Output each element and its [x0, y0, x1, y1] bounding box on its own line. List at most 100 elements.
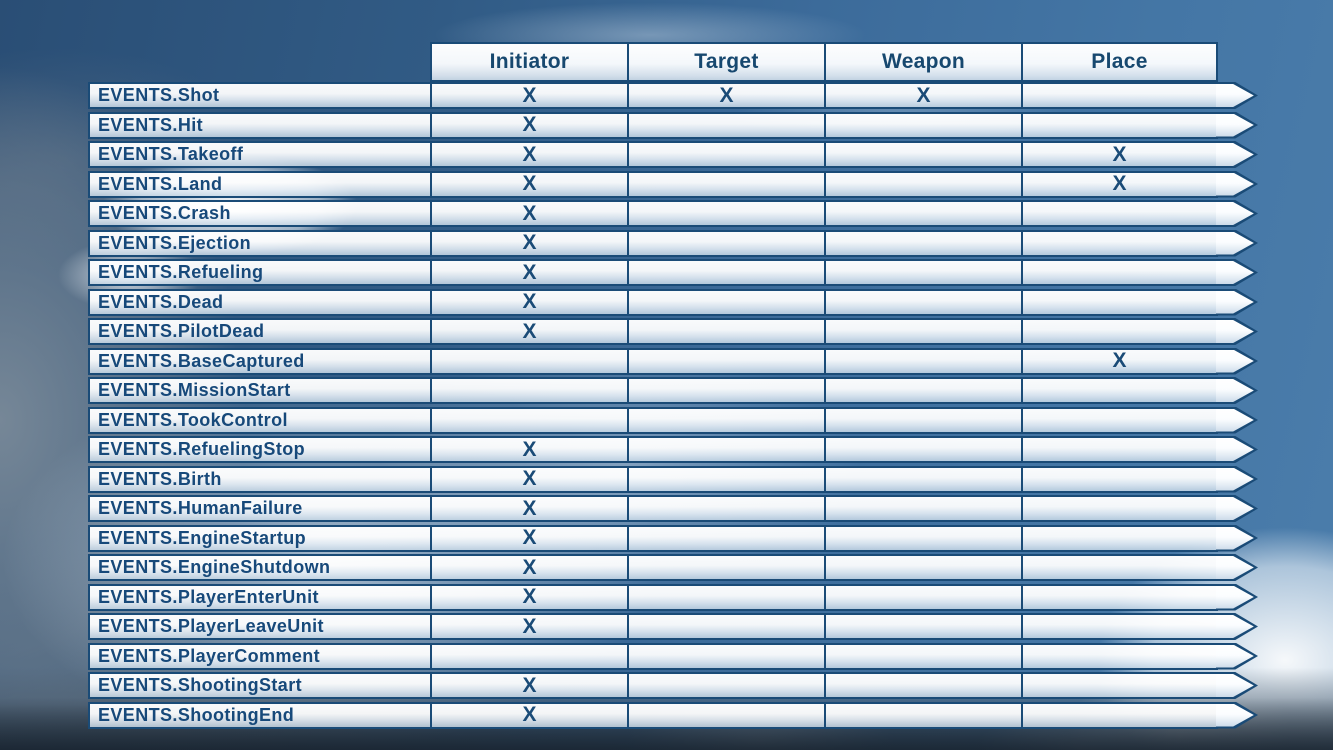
initiator-mark-cell: X: [430, 84, 627, 107]
event-name-cell: EVENTS.RefuelingStop: [98, 439, 306, 459]
weapon-mark-cell: [824, 703, 1021, 727]
row-arrow-icon: [1216, 701, 1258, 729]
weapon-mark-cell: [824, 497, 1021, 520]
event-name-cell: EVENTS.MissionStart: [98, 380, 291, 400]
row-arrow-icon: [1216, 111, 1258, 139]
event-name-cell: EVENTS.Hit: [98, 114, 204, 135]
row-arrow-icon: [1216, 613, 1258, 640]
weapon-mark-cell: [824, 526, 1021, 550]
place-mark-cell: [1021, 556, 1216, 579]
row-arrow-icon: [1216, 554, 1258, 581]
event-name-cell: EVENTS.Crash: [98, 203, 231, 223]
initiator-mark-cell: X: [430, 467, 627, 491]
weapon-mark-cell: [824, 261, 1021, 284]
initiator-mark-cell: X: [430, 290, 627, 314]
initiator-mark-cell: X: [430, 556, 627, 579]
initiator-mark-cell: X: [430, 202, 627, 225]
place-mark-cell: [1021, 615, 1216, 638]
event-name-cell: EVENTS.ShootingEnd: [98, 704, 295, 725]
place-mark-cell: [1021, 113, 1216, 137]
target-mark-cell: [627, 143, 824, 166]
target-mark-cell: [627, 113, 824, 137]
table-row: EVENTS.PlayerComment: [88, 642, 1258, 670]
weapon-mark-cell: [824, 143, 1021, 166]
row-arrow-icon: [1216, 465, 1258, 493]
target-mark-cell: [627, 644, 824, 668]
target-mark-cell: [627, 703, 824, 727]
table-row: EVENTS.PilotDead X: [88, 318, 1258, 345]
target-mark-cell: [627, 467, 824, 491]
initiator-mark-cell: [430, 349, 627, 373]
place-mark-cell: [1021, 84, 1216, 107]
event-name-cell: EVENTS.EngineStartup: [98, 527, 307, 548]
target-mark-cell: [627, 172, 824, 196]
place-mark-cell: [1021, 526, 1216, 550]
target-mark-cell: [627, 526, 824, 550]
row-arrow-icon: [1216, 229, 1258, 257]
weapon-mark-cell: [824, 556, 1021, 579]
weapon-mark-cell: [824, 172, 1021, 196]
target-mark-cell: [627, 290, 824, 314]
column-header-target: Target: [627, 44, 824, 80]
table-row: EVENTS.BaseCaptured X: [88, 347, 1258, 375]
table-row: EVENTS.ShootingEnd X: [88, 701, 1258, 729]
target-mark-cell: [627, 349, 824, 373]
target-mark-cell: [627, 615, 824, 638]
table-row: EVENTS.TookControl: [88, 406, 1258, 434]
column-header-place: Place: [1021, 44, 1216, 80]
place-mark-cell: [1021, 202, 1216, 225]
event-name-cell: EVENTS.TookControl: [98, 409, 288, 430]
row-arrow-icon: [1216, 170, 1258, 198]
row-arrow-icon: [1216, 141, 1258, 168]
place-mark-cell: X: [1021, 172, 1216, 196]
initiator-mark-cell: X: [430, 526, 627, 550]
weapon-mark-cell: [824, 408, 1021, 432]
event-name-cell: EVENTS.Takeoff: [98, 144, 244, 164]
place-mark-cell: X: [1021, 349, 1216, 373]
event-name-cell: EVENTS.PilotDead: [98, 321, 265, 341]
initiator-mark-cell: X: [430, 615, 627, 638]
weapon-mark-cell: [824, 615, 1021, 638]
event-name-cell: EVENTS.Birth: [98, 468, 222, 489]
initiator-mark-cell: X: [430, 674, 627, 697]
event-name-cell: EVENTS.Ejection: [98, 232, 252, 253]
row-arrow-icon: [1216, 347, 1258, 375]
place-mark-cell: [1021, 703, 1216, 727]
place-mark-cell: [1021, 674, 1216, 697]
target-mark-cell: [627, 556, 824, 579]
place-mark-cell: [1021, 379, 1216, 402]
weapon-mark-cell: [824, 231, 1021, 255]
table-body: EVENTS.Shot X X X EVENTS.Hit X EVENTS.Ta…: [88, 82, 1258, 731]
place-mark-cell: [1021, 585, 1216, 609]
row-arrow-icon: [1216, 82, 1258, 109]
event-name-cell: EVENTS.PlayerLeaveUnit: [98, 616, 324, 636]
weapon-mark-cell: [824, 290, 1021, 314]
table-row: EVENTS.PlayerEnterUnit X: [88, 583, 1258, 611]
table-row: EVENTS.Takeoff X X: [88, 141, 1258, 168]
initiator-mark-cell: [430, 408, 627, 432]
row-arrow-icon: [1216, 495, 1258, 522]
row-arrow-icon: [1216, 672, 1258, 699]
weapon-mark-cell: [824, 644, 1021, 668]
row-arrow-icon: [1216, 524, 1258, 552]
row-arrow-icon: [1216, 288, 1258, 316]
target-mark-cell: [627, 408, 824, 432]
table-row: EVENTS.HumanFailure X: [88, 495, 1258, 522]
initiator-mark-cell: X: [430, 585, 627, 609]
place-mark-cell: X: [1021, 143, 1216, 166]
initiator-mark-cell: X: [430, 231, 627, 255]
row-arrow-icon: [1216, 583, 1258, 611]
table-row: EVENTS.ShootingStart X: [88, 672, 1258, 699]
table-row: EVENTS.Land X X: [88, 170, 1258, 198]
weapon-mark-cell: [824, 202, 1021, 225]
table-row: EVENTS.Hit X: [88, 111, 1258, 139]
target-mark-cell: [627, 202, 824, 225]
weapon-mark-cell: [824, 113, 1021, 137]
row-arrow-icon: [1216, 642, 1258, 670]
row-arrow-icon: [1216, 318, 1258, 345]
table-row: EVENTS.Shot X X X: [88, 82, 1258, 109]
table-row: EVENTS.Crash X: [88, 200, 1258, 227]
table-row: EVENTS.EngineShutdown X: [88, 554, 1258, 581]
table-row: EVENTS.RefuelingStop X: [88, 436, 1258, 463]
event-name-cell: EVENTS.ShootingStart: [98, 675, 303, 695]
